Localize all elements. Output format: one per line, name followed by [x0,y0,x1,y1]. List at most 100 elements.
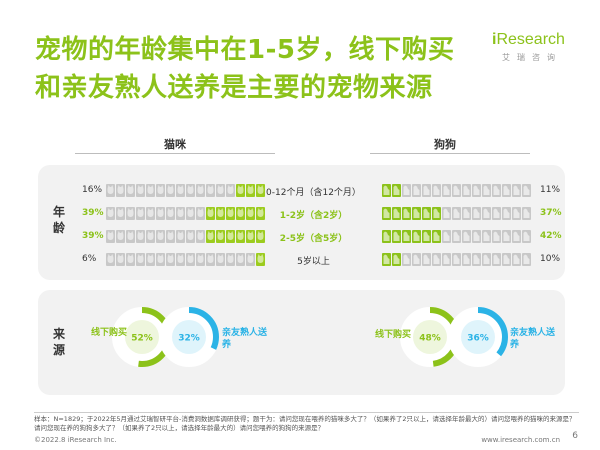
dog-icon-empty [512,253,521,266]
cat-icon-filled [236,184,245,197]
dog-buy-label: 线下购买 [375,330,412,340]
cat-age-bar [106,253,265,266]
cat-icon-empty [186,253,195,266]
cat-icon-empty [106,184,115,197]
dog-icon-empty [492,253,501,266]
age-section-label: 年龄 [52,205,65,235]
dog-icon-filled [382,184,391,197]
cat-age-value: 16% [82,185,103,195]
website-url: www.iresearch.com.cn [481,436,560,444]
dog-age-value: 10% [540,254,561,264]
footnote-text: 样本：N=1829；于2022年5月通过艾瑞智研平台-消费洞数据库调研获得；题干… [34,415,576,432]
dog-icon-empty [492,184,501,197]
dog-icon-filled [382,230,391,243]
cat-icon-empty [136,230,145,243]
cat-gift-donut-label: 32% [178,334,200,344]
dog-icon-empty [502,253,511,266]
cat-gift-donut-svg: 32% [159,307,219,367]
dog-icon-empty [512,230,521,243]
source-section-label: 来源 [52,327,65,357]
cat-icon-empty [196,253,205,266]
logo-wordmark: iResearch [492,31,565,48]
dog-icon-filled [392,207,401,220]
cat-icon-filled [246,207,255,220]
cat-age-bar [106,184,265,197]
dog-icon-empty [502,207,511,220]
iresearch-logo: iResearch 艾瑞咨询 [492,32,570,72]
cat-icon-empty [156,184,165,197]
dog-icon-empty [452,184,461,197]
cat-icon-filled [226,230,235,243]
cat-icon-empty [146,230,155,243]
cat-icon-empty [206,253,215,266]
cat-icon-empty [146,207,155,220]
dog-age-value: 42% [540,231,562,241]
cat-age-bar [106,207,265,220]
page-title: 宠物的年龄集中在1-5岁，线下购买和亲友熟人送养是主要的宠物来源 [35,35,455,103]
dog-icon-filled [432,207,441,220]
dog-icon-empty [482,207,491,220]
cat-icon-empty [136,253,145,266]
dog-icon-empty [512,207,521,220]
cat-icon-empty [236,253,245,266]
cat-gift-donut-arc [159,307,219,367]
cat-icon-empty [116,230,125,243]
cat-icon-filled [216,207,225,220]
cat-icon-empty [196,184,205,197]
cat-icon-empty [186,207,195,220]
cat-icon-empty [226,253,235,266]
dog-icon-filled [392,184,401,197]
cat-header-rule [75,153,275,154]
age-category-label: 2-5岁（含5岁） [279,234,348,244]
cat-buy-label: 线下购买 [91,328,128,338]
cat-icon-empty [176,253,185,266]
dog-icon-empty [422,184,431,197]
dog-header: 狗狗 [434,138,456,151]
dog-icon-empty [502,230,511,243]
cat-icon-empty [136,207,145,220]
cat-age-value: 39% [82,231,104,241]
cat-age-value: 6% [82,254,97,264]
cat-icon-empty [116,253,125,266]
cat-icon-empty [196,207,205,220]
cat-icon-empty [186,184,195,197]
dog-icon-empty [432,253,441,266]
dog-icon-empty [472,253,481,266]
dog-icon-empty [472,230,481,243]
cat-icon-filled [256,207,265,220]
dog-icon-empty [402,253,411,266]
dog-icon-filled [382,207,391,220]
dog-icon-empty [482,230,491,243]
dog-icon-empty [472,207,481,220]
cat-icon-empty [246,253,255,266]
cat-buy-donut-center [125,320,159,354]
cat-icon-empty [166,207,175,220]
dog-icon-empty [442,230,451,243]
dog-icon-empty [452,207,461,220]
cat-icon-filled [226,207,235,220]
dog-icon-empty [462,207,471,220]
dog-icon-empty [442,207,451,220]
dog-age-bar [382,207,531,220]
age-category-label: 5岁以上 [297,257,330,267]
cat-icon-empty [126,184,135,197]
dog-buy-donut-svg: 48% [400,307,460,367]
cat-icon-empty [186,230,195,243]
dog-gift-donut-label: 36% [467,334,489,344]
dog-icon-filled [402,230,411,243]
dog-icon-filled [422,207,431,220]
cat-icon-filled [206,230,215,243]
cat-icon-empty [166,184,175,197]
cat-gift-donut: 32% [154,302,224,372]
cat-icon-empty [216,253,225,266]
dog-icon-empty [412,253,421,266]
cat-gift-label: 亲友熟人送养 [222,328,268,350]
dog-icon-filled [412,207,421,220]
dog-icon-empty [492,230,501,243]
cat-icon-filled [246,184,255,197]
cat-icon-filled [256,184,265,197]
dog-icon-empty [482,184,491,197]
dog-gift-donut: 36% [443,302,513,372]
cat-icon-filled [256,253,265,266]
cat-icon-empty [126,230,135,243]
